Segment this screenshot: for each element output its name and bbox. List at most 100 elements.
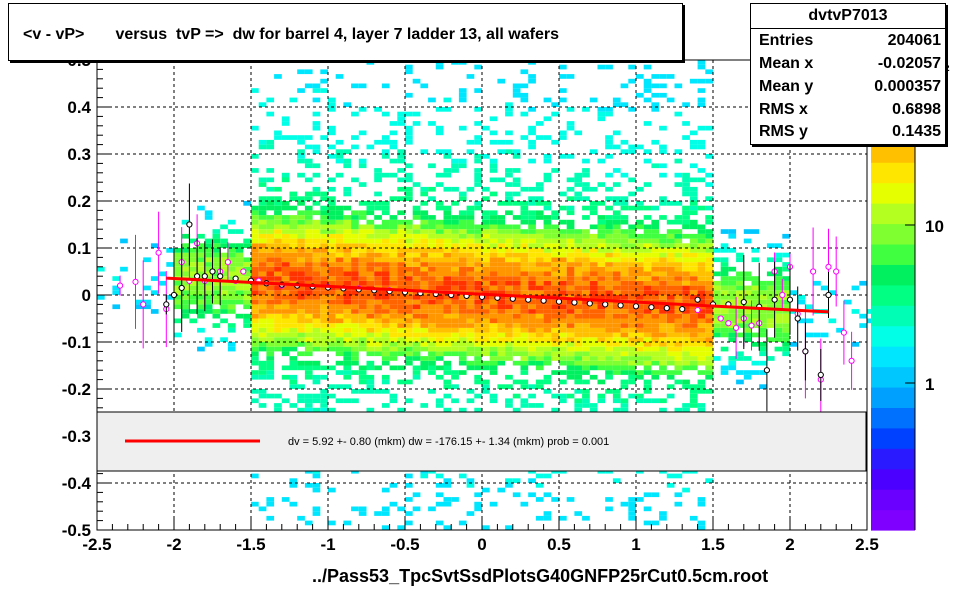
heatmap-cell	[143, 285, 151, 291]
heatmap-cell	[643, 215, 652, 220]
heatmap-cell	[689, 318, 698, 324]
heatmap-cell	[782, 280, 790, 286]
heatmap-cell	[435, 125, 444, 131]
heatmap-cell	[674, 238, 683, 244]
heatmap-cell	[605, 374, 613, 380]
heatmap-cell	[705, 172, 713, 178]
heatmap-cell	[697, 370, 706, 375]
heatmap-cell	[574, 342, 583, 347]
heatmap-cell	[543, 276, 552, 281]
heatmap-cell	[397, 271, 405, 277]
heatmap-cell	[320, 309, 328, 314]
heatmap-cell	[520, 210, 529, 216]
heatmap-cell	[320, 285, 328, 291]
heatmap-cell	[628, 252, 636, 258]
heatmap-cell	[543, 356, 552, 361]
heatmap-cell	[466, 233, 475, 239]
heatmap-cell	[451, 309, 459, 314]
heatmap-cell	[443, 309, 452, 314]
heatmap-cell	[212, 276, 221, 281]
heatmap-cell	[497, 252, 506, 258]
heatmap-cell	[505, 262, 513, 267]
heatmap-cell	[174, 262, 182, 267]
heatmap-cell	[366, 389, 375, 394]
heatmap-cell	[405, 304, 413, 310]
heatmap-cell	[366, 144, 375, 150]
heatmap-cell	[551, 290, 559, 295]
heatmap-cell	[751, 313, 760, 319]
heatmap-cell	[366, 276, 375, 281]
heatmap-cell	[574, 266, 583, 272]
heatmap-cell	[174, 252, 182, 258]
heatmap-cell	[258, 224, 267, 230]
heatmap-cell	[512, 393, 521, 399]
heatmap-cell	[782, 323, 790, 328]
heatmap-cell	[612, 215, 621, 220]
heatmap-cell	[381, 389, 390, 394]
heatmap-cell	[235, 313, 244, 319]
heatmap-cell	[366, 299, 375, 305]
heatmap-cell	[612, 102, 621, 107]
heatmap-cell	[566, 257, 575, 263]
heatmap-cell	[474, 342, 482, 347]
heatmap-cell	[143, 304, 151, 310]
heatmap-cell	[666, 370, 675, 375]
heatmap-cell	[751, 323, 760, 328]
heatmap-cell	[651, 74, 660, 79]
heatmap-cell	[220, 337, 228, 342]
palette-segment	[871, 427, 915, 449]
heatmap-cell	[335, 172, 344, 178]
heatmap-cell	[666, 346, 675, 352]
heatmap-cell	[559, 252, 567, 258]
heatmap-cell	[312, 332, 321, 338]
heatmap-cell	[705, 271, 713, 277]
heatmap-cell	[636, 332, 644, 338]
heatmap-cell	[497, 304, 506, 310]
heatmap-cell	[358, 210, 367, 216]
heatmap-cell	[381, 356, 390, 361]
heatmap-cell	[589, 299, 598, 305]
heatmap-cell	[528, 158, 536, 164]
heatmap-cell	[482, 285, 490, 291]
heatmap-cell	[589, 280, 598, 286]
heatmap-cell	[358, 215, 367, 220]
heatmap-cell	[435, 483, 444, 488]
heatmap-cell	[774, 323, 783, 328]
heatmap-cell	[666, 74, 675, 79]
heatmap-cell	[535, 351, 544, 357]
heatmap-cell	[351, 313, 359, 319]
heatmap-cell	[489, 285, 498, 291]
heatmap-cell	[428, 318, 436, 324]
heatmap-cell	[266, 299, 275, 305]
heatmap-cell	[320, 398, 328, 404]
heatmap-cell	[266, 351, 275, 357]
heatmap-cell	[651, 252, 660, 258]
heatmap-cell	[266, 309, 275, 314]
heatmap-cell	[281, 262, 290, 267]
heatmap-cell	[697, 351, 706, 357]
y-tick-label: 0.4	[67, 98, 91, 117]
heatmap-cell	[766, 243, 775, 248]
heatmap-cell	[505, 525, 513, 530]
heatmap-cell	[281, 248, 290, 253]
heatmap-cell	[782, 304, 790, 310]
heatmap-cell	[659, 243, 667, 248]
heatmap-cell	[528, 332, 536, 338]
heatmap-cell	[543, 238, 552, 244]
heatmap-cell	[343, 295, 352, 300]
heatmap-cell	[551, 271, 559, 277]
profile-black-point	[201, 273, 208, 280]
heatmap-cell	[412, 492, 421, 498]
heatmap-cell	[736, 252, 744, 258]
heatmap-cell	[251, 398, 259, 404]
heatmap-cell	[728, 295, 737, 300]
heatmap-cell	[374, 290, 382, 295]
heatmap-cell	[659, 238, 667, 244]
heatmap-cell	[589, 271, 598, 277]
heatmap-cell	[582, 276, 590, 281]
heatmap-cell	[358, 370, 367, 375]
heatmap-cell	[520, 271, 529, 277]
heatmap-cell	[482, 224, 490, 230]
heatmap-cell	[774, 276, 783, 281]
heatmap-cell	[243, 295, 251, 300]
